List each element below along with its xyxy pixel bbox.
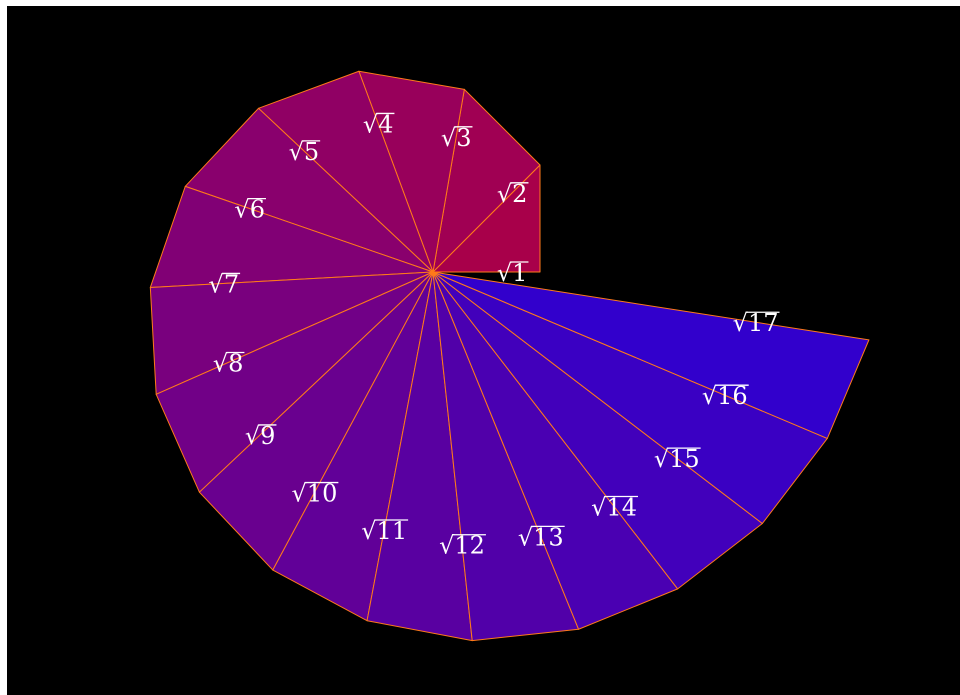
- hypotenuse-label-sqrt-16: √16: [702, 382, 749, 410]
- hypotenuse-label-text: √13: [518, 523, 564, 551]
- hypotenuse-label-text: √2: [497, 180, 528, 208]
- hypotenuse-label-text: √12: [439, 532, 485, 560]
- hypotenuse-label-sqrt-9: √9: [245, 422, 277, 450]
- hypotenuse-label-text: √6: [234, 196, 265, 224]
- hypotenuse-label-sqrt-2: √2: [497, 180, 529, 208]
- hypotenuse-label-text: √17: [733, 309, 779, 337]
- hypotenuse-label-sqrt-13: √13: [518, 523, 565, 551]
- hypotenuse-label-text: √15: [654, 445, 700, 473]
- hypotenuse-label-text: √8: [213, 350, 244, 378]
- hypotenuse-label-sqrt-15: √15: [654, 445, 701, 473]
- diagram-canvas: √1 √2 √3 √4 √5 √6 √7 √8 √9 √10 √11 √12 √13 √14 √15 √16 √…: [7, 6, 960, 695]
- spiral-of-theodorus: √1 √2 √3 √4 √5 √6 √7 √8 √9 √10 √11 √12 √13 √14 √15 √16 √…: [149, 70, 870, 642]
- hypotenuse-label-text: √3: [441, 124, 472, 152]
- hypotenuse-label-text: √5: [289, 138, 320, 166]
- hypotenuse-label-sqrt-11: √11: [361, 517, 409, 545]
- hypotenuse-label-sqrt-12: √12: [439, 532, 486, 560]
- hypotenuse-label-text: √4: [363, 110, 394, 138]
- hypotenuse-label-sqrt-5: √5: [289, 138, 321, 166]
- spiral-wedges: [149, 70, 870, 642]
- hypotenuse-labels: √1 √2 √3 √4 √5 √6 √7 √8 √9 √10 √11 √12 √13 √14 √15 √16 √…: [209, 110, 780, 560]
- spiral-triangle-16: [432, 271, 870, 439]
- hypotenuse-label-sqrt-1: √1: [497, 259, 529, 287]
- hypotenuse-label-text: √9: [245, 422, 276, 450]
- hypotenuse-label-text: √1: [497, 259, 528, 287]
- hypotenuse-label-sqrt-17: √17: [733, 309, 780, 337]
- hypotenuse-label-text: √16: [702, 382, 748, 410]
- hypotenuse-label-sqrt-14: √14: [591, 493, 638, 521]
- hypotenuse-label-text: √10: [292, 480, 338, 508]
- hypotenuse-label-sqrt-3: √3: [441, 124, 473, 152]
- hypotenuse-label-sqrt-6: √6: [234, 196, 266, 224]
- hypotenuse-label-sqrt-8: √8: [213, 350, 245, 378]
- hypotenuse-label-sqrt-10: √10: [292, 480, 339, 508]
- hypotenuse-label-text: √11: [361, 517, 407, 545]
- hypotenuse-label-sqrt-4: √4: [363, 110, 395, 138]
- hypotenuse-label-text: √7: [209, 270, 240, 298]
- hypotenuse-label-sqrt-7: √7: [209, 270, 241, 298]
- hypotenuse-label-text: √14: [591, 493, 637, 521]
